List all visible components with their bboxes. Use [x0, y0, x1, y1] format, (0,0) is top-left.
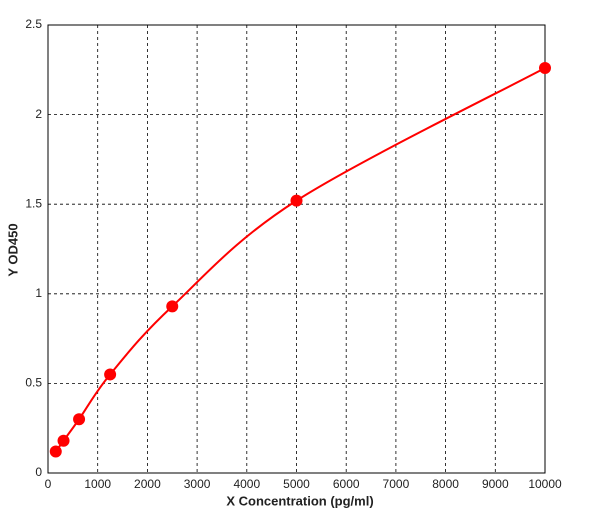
- x-tick-label: 10000: [528, 477, 562, 491]
- x-tick-label: 9000: [482, 477, 509, 491]
- x-tick-label: 4000: [233, 477, 260, 491]
- x-tick-label: 8000: [432, 477, 459, 491]
- y-tick-label: 1.5: [25, 196, 42, 210]
- y-tick-label: 1: [35, 286, 42, 300]
- x-axis-title: X Concentration (pg/ml): [226, 493, 373, 508]
- data-point: [57, 434, 70, 447]
- data-point: [73, 413, 86, 426]
- data-point: [166, 300, 179, 313]
- x-tick-label: 7000: [383, 477, 410, 491]
- data-point: [49, 445, 62, 458]
- x-tick-label: 3000: [184, 477, 211, 491]
- x-tick-label: 2000: [134, 477, 161, 491]
- y-tick-label: 2: [35, 107, 42, 121]
- y-tick-label: 2.5: [25, 17, 42, 31]
- data-point: [290, 194, 303, 207]
- x-tick-label: 6000: [333, 477, 360, 491]
- y-tick-label: 0.5: [25, 376, 42, 390]
- data-point: [539, 62, 551, 75]
- data-point: [104, 368, 117, 381]
- x-tick-label: 5000: [283, 477, 310, 491]
- y-tick-label: 0: [35, 465, 42, 479]
- x-tick-label: 0: [45, 477, 52, 491]
- y-axis-title: Y OD450: [5, 223, 20, 276]
- x-tick-label: 1000: [84, 477, 111, 491]
- fit-line: [54, 67, 546, 453]
